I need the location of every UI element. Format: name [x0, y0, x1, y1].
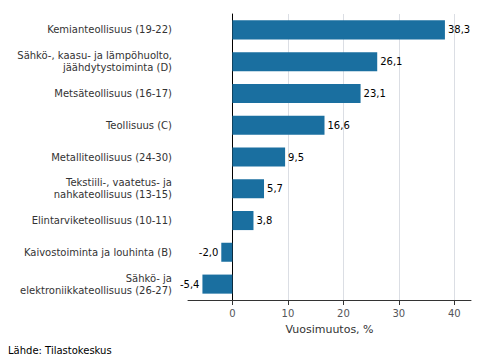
svg-text:16,6: 16,6 — [328, 120, 350, 131]
svg-text:Vuosimuutos, %: Vuosimuutos, % — [285, 323, 373, 336]
svg-text:jäähdytystoiminta (D): jäähdytystoiminta (D) — [62, 62, 172, 73]
svg-text:-2,0: -2,0 — [199, 247, 219, 258]
svg-text:5,7: 5,7 — [267, 183, 283, 194]
svg-text:0: 0 — [229, 308, 235, 319]
svg-text:30: 30 — [392, 308, 405, 319]
svg-text:Metalliteollisuus (24-30): Metalliteollisuus (24-30) — [51, 152, 172, 163]
svg-text:Kemianteollisuus (19-22): Kemianteollisuus (19-22) — [47, 24, 172, 35]
svg-text:Tekstiili-, vaatetus- ja: Tekstiili-, vaatetus- ja — [65, 177, 172, 188]
svg-text:40: 40 — [448, 308, 461, 319]
svg-text:3,8: 3,8 — [256, 215, 272, 226]
svg-text:nahkateollisuus (13-15): nahkateollisuus (13-15) — [54, 189, 172, 200]
svg-text:Metsäteollisuus (16-17): Metsäteollisuus (16-17) — [54, 88, 172, 99]
svg-text:Sähkö-, kaasu- ja lämpöhuolto,: Sähkö-, kaasu- ja lämpöhuolto, — [17, 50, 172, 61]
svg-text:-5,4: -5,4 — [180, 279, 200, 290]
svg-text:Kaivostoiminta ja louhinta (B): Kaivostoiminta ja louhinta (B) — [24, 247, 172, 258]
svg-text:38,3: 38,3 — [448, 24, 470, 35]
svg-text:23,1: 23,1 — [364, 88, 386, 99]
svg-text:Elintarviketeollisuus (10-11): Elintarviketeollisuus (10-11) — [32, 215, 172, 226]
svg-text:26,1: 26,1 — [380, 56, 402, 67]
svg-text:Teollisuus (C): Teollisuus (C) — [105, 120, 172, 131]
svg-text:Lähde: Tilastokeskus: Lähde: Tilastokeskus — [8, 345, 112, 356]
svg-text:elektroniikkateollisuus (26-27: elektroniikkateollisuus (26-27) — [20, 285, 172, 296]
svg-text:9,5: 9,5 — [288, 152, 304, 163]
svg-text:20: 20 — [337, 308, 350, 319]
svg-text:Sähkö- ja: Sähkö- ja — [126, 273, 172, 284]
svg-text:10: 10 — [282, 308, 295, 319]
